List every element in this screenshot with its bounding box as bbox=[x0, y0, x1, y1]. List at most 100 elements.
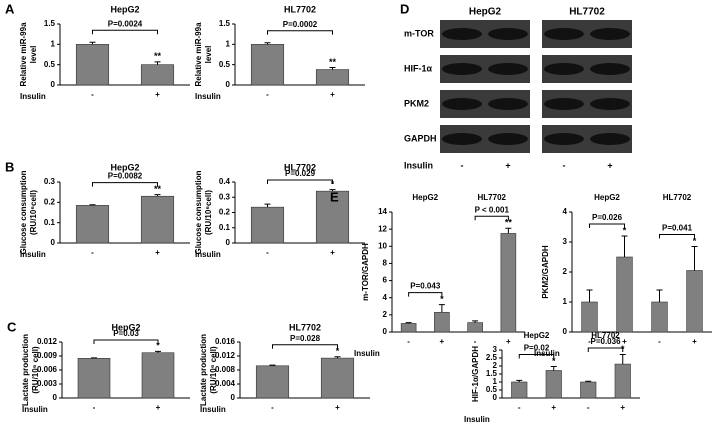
significance: ** bbox=[505, 218, 513, 228]
blot-band bbox=[590, 63, 630, 75]
panel-label: C bbox=[7, 319, 17, 334]
bar bbox=[545, 370, 562, 399]
y-tick-label: 0.2 bbox=[219, 208, 231, 217]
p-value: P=0.043 bbox=[410, 282, 441, 291]
p-value: P=0.0002 bbox=[283, 20, 318, 29]
y-tick-label: 1.5 bbox=[219, 19, 231, 28]
p-bracket bbox=[589, 223, 625, 228]
y-tick-label: 4 bbox=[383, 293, 388, 302]
error-bar bbox=[516, 379, 523, 382]
y-tick-label: 1.5 bbox=[486, 369, 498, 378]
bar bbox=[580, 381, 597, 399]
y-tick-label: 2 bbox=[383, 310, 388, 319]
significance: * bbox=[156, 341, 160, 351]
group-label: HL7702 bbox=[663, 193, 692, 202]
y-tick-label: 3 bbox=[563, 237, 568, 246]
y-tick-label: 0.004 bbox=[215, 379, 236, 388]
y-tick-label: 0 bbox=[493, 393, 498, 402]
x-tick-label: + bbox=[155, 90, 160, 99]
p-value: P=0.0024 bbox=[108, 19, 143, 28]
x-axis-label: Insulin bbox=[195, 92, 221, 101]
y-tick-label: 2 bbox=[493, 361, 498, 370]
error-bar bbox=[89, 41, 96, 45]
y-tick-label: 0.008 bbox=[215, 365, 236, 374]
x-tick-label: - bbox=[587, 403, 590, 412]
y-tick-label: 8 bbox=[383, 259, 388, 268]
error-bar bbox=[656, 289, 663, 302]
chart-title: HL7702 bbox=[284, 162, 316, 172]
y-axis-label: level bbox=[204, 46, 213, 64]
blot-band bbox=[488, 28, 528, 40]
panel-label: D bbox=[400, 1, 409, 16]
error-bar bbox=[472, 320, 479, 323]
x-axis-label: Insulin bbox=[20, 92, 46, 101]
blot-lane: - bbox=[563, 160, 566, 170]
y-tick-label: 0.2 bbox=[44, 197, 56, 206]
y-axis-label: HIF-1α/GAPDH bbox=[471, 346, 480, 402]
bar bbox=[75, 44, 110, 86]
y-tick-label: 0.003 bbox=[37, 379, 58, 388]
p-value: P=0.029 bbox=[285, 169, 316, 178]
x-tick-label: + bbox=[156, 403, 161, 412]
blot-row-label: m-TOR bbox=[404, 28, 434, 38]
p-bracket bbox=[92, 182, 158, 187]
p-bracket bbox=[267, 30, 333, 35]
x-axis-label: Insulin bbox=[354, 349, 380, 358]
y-axis-label: Relative miR-99a bbox=[19, 22, 28, 87]
significance: * bbox=[552, 356, 556, 366]
y-tick-label: 0.3 bbox=[219, 192, 231, 201]
p-bracket bbox=[408, 292, 443, 297]
x-tick-label: - bbox=[91, 248, 94, 257]
x-tick-label: + bbox=[551, 403, 556, 412]
x-tick-label: + bbox=[440, 337, 445, 346]
p-value: P=0.036 bbox=[590, 337, 621, 346]
y-tick-label: 4 bbox=[563, 207, 568, 216]
bar bbox=[255, 365, 290, 399]
error-bar bbox=[405, 322, 412, 324]
significance: * bbox=[336, 346, 340, 356]
blot-band bbox=[544, 28, 584, 40]
y-tick-label: 10 bbox=[378, 241, 387, 250]
blot-column: HL7702 bbox=[569, 7, 605, 18]
bar bbox=[581, 301, 598, 333]
y-axis-label: m-TOR/GAPDH bbox=[361, 243, 370, 301]
p-value: P=0.0082 bbox=[108, 172, 143, 181]
y-axis-label: Relative miR-99a bbox=[194, 22, 203, 87]
x-tick-label: + bbox=[330, 90, 335, 99]
y-tick-label: 1.5 bbox=[44, 19, 56, 28]
panel-label: B bbox=[5, 159, 14, 174]
y-axis-label: (RU/10⁶cell) bbox=[204, 190, 213, 235]
p-value: P=0.026 bbox=[592, 213, 623, 222]
x-tick-label: - bbox=[271, 403, 274, 412]
bar bbox=[140, 195, 175, 244]
y-axis-label: Lactate production bbox=[199, 334, 208, 406]
y-axis-label: Lactate production bbox=[21, 334, 30, 406]
blot-row-label: GAPDH bbox=[404, 133, 437, 143]
blot-column: HepG2 bbox=[469, 7, 502, 18]
bar bbox=[467, 322, 483, 333]
p-value: P=0.02 bbox=[524, 344, 550, 353]
x-tick-label: - bbox=[658, 337, 661, 346]
y-tick-label: 0.5 bbox=[486, 385, 498, 394]
group-label: HL7702 bbox=[591, 331, 620, 340]
x-axis-label: Insulin bbox=[464, 415, 490, 424]
y-tick-label: 12 bbox=[378, 224, 387, 233]
p-bracket bbox=[93, 339, 159, 344]
x-tick-label: - bbox=[93, 403, 96, 412]
p-bracket bbox=[474, 215, 509, 221]
error-bar bbox=[586, 289, 593, 302]
blot-band bbox=[544, 98, 584, 110]
y-axis-label: (RU/10⁶ cell) bbox=[31, 346, 40, 394]
blot-band bbox=[590, 28, 630, 40]
x-tick-label: - bbox=[518, 403, 521, 412]
significance: * bbox=[440, 294, 444, 304]
group-label: HL7702 bbox=[478, 193, 507, 202]
y-tick-label: 0.4 bbox=[219, 177, 231, 186]
chart-title: HL7702 bbox=[289, 322, 321, 332]
x-tick-label: - bbox=[588, 337, 591, 346]
x-axis-label: Insulin bbox=[22, 405, 48, 414]
x-tick-label: - bbox=[407, 337, 410, 346]
blot-lane: - bbox=[461, 160, 464, 170]
blot-lane: + bbox=[505, 160, 510, 170]
error-bar bbox=[585, 380, 592, 382]
